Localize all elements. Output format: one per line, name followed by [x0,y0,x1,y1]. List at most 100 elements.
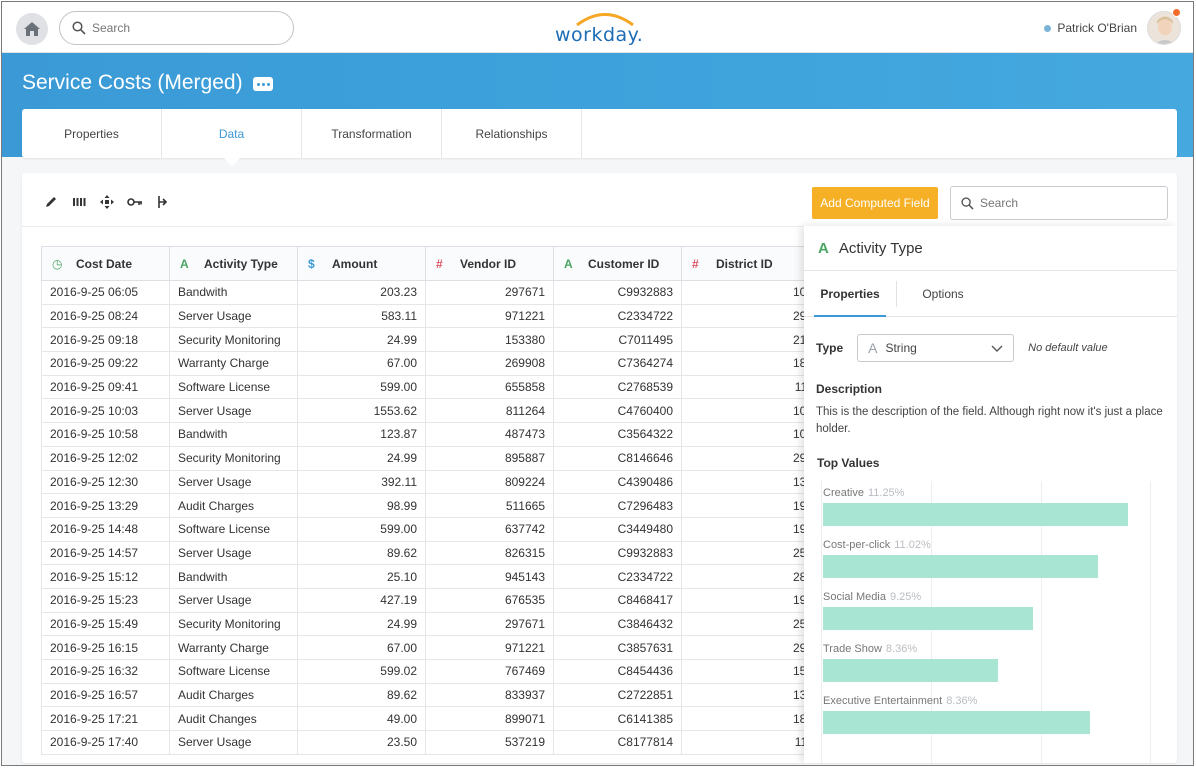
table-cell: 2016-9-25 06:05 [41,280,170,305]
table-cell: Security Monitoring [169,445,298,471]
user-menu[interactable]: Patrick O'Brian [1044,10,1181,46]
table-row[interactable]: 2016-9-25 17:40 Server Usage 23.50 537219 C8… [41,730,811,755]
table-search-input[interactable] [980,196,1150,210]
table-cell: 809224 [425,469,554,495]
tab-data[interactable]: Data [162,109,302,166]
table-cell: 2016-9-25 12:02 [41,445,170,471]
table-search[interactable] [950,186,1168,220]
tab-transformation[interactable]: Transformation [302,109,442,158]
table-cell: C8177814 [553,730,682,755]
logo-text: workday. [555,24,644,46]
edit-pencil-icon[interactable] [42,193,60,211]
column-header-customer-id[interactable]: A Customer ID [553,246,682,281]
table-row[interactable]: 2016-9-25 16:32 Software License 599.02 767… [41,659,811,684]
table-row[interactable]: 2016-9-25 15:23 Server Usage 427.19 676535 C… [41,587,811,613]
bar[interactable] [823,555,1098,578]
dot-icon [256,82,260,86]
column-header-activity-type[interactable]: A Activity Type [169,246,298,281]
data-table-container[interactable]: ◷ Cost Date A Activity Type $ Amount # Vendo… [41,246,811,763]
table-cell: 297671 [425,280,554,305]
bar[interactable] [823,607,1033,630]
table-cell: 135 [681,682,811,708]
table-row[interactable]: 2016-9-25 16:15 Warranty Charge 67.00 97122… [41,635,811,660]
table-row[interactable]: 2016-9-25 12:30 Server Usage 392.11 809224 C… [41,469,811,495]
table-row[interactable]: 2016-9-25 12:02 Security Monitoring 24.99 8… [41,445,811,471]
bar-label: Cost-per-click 11.02% [823,539,1148,551]
table-cell: 98.99 [297,493,426,518]
column-header-cost-date[interactable]: ◷ Cost Date [41,246,170,281]
table-cell: 945143 [425,564,554,589]
table-cell: C8468417 [553,587,682,613]
tab-separator [896,280,897,307]
column-header-district-id[interactable]: # District ID [681,246,811,281]
panel-title: Activity Type [838,239,923,257]
columns-icon[interactable] [70,193,88,211]
description-text: This is the description of the field. Al… [816,406,1163,435]
clock-icon: ◷ [52,256,63,271]
add-computed-field-button[interactable]: Add Computed Field [812,187,938,219]
table-cell: C8454436 [553,659,682,684]
table-cell: 392.11 [297,469,426,495]
top-values-title: Top Values [817,456,880,470]
table-row[interactable]: 2016-9-25 10:58 Bandwith 123.87 487473 C3564… [41,422,811,447]
more-options-button[interactable] [253,77,273,91]
table-cell: 971221 [425,635,554,660]
key-icon[interactable] [126,193,144,211]
table-cell: 104 [681,398,811,424]
table-row[interactable]: 2016-9-25 17:21 Audit Changes 49.00 899071 C… [41,706,811,732]
search-icon [72,21,86,35]
bar[interactable] [823,659,998,682]
dot-icon [266,82,270,86]
table-row[interactable]: 2016-9-25 13:29 Audit Charges 98.99 511665 C… [41,493,811,518]
table-cell: 153 [681,659,811,684]
table-body: 2016-9-25 06:05 Bandwith 203.23 297671 C9932… [41,280,811,755]
bar-value-label: 8.36% [946,695,978,707]
table-cell: Security Monitoring [169,611,298,637]
home-button[interactable] [16,13,48,45]
column-header-amount[interactable]: $ Amount [297,246,426,281]
default-value-text: No default value [1028,342,1108,354]
table-row[interactable]: 2016-9-25 09:41 Software License 599.00 655… [41,374,811,400]
table-cell: Bandwith [169,564,298,589]
table-row[interactable]: 2016-9-25 06:05 Bandwith 203.23 297671 C9932… [41,280,811,305]
panel-tab-options[interactable]: Options [922,286,964,301]
tab-relationships[interactable]: Relationships [442,109,582,158]
table-cell: 192 [681,516,811,542]
bar[interactable] [823,711,1090,734]
branch-icon[interactable] [154,193,172,211]
user-name: Patrick O'Brian [1057,21,1137,35]
table-row[interactable]: 2016-9-25 09:22 Warranty Charge 67.00 26990… [41,351,811,376]
table-row[interactable]: 2016-9-25 15:12 Bandwith 25.10 945143 C23347… [41,564,811,589]
table-row[interactable]: 2016-9-25 10:03 Server Usage 1553.62 811264… [41,398,811,424]
tab-properties[interactable]: Properties [22,109,162,158]
global-search-input[interactable] [92,21,272,35]
status-dot [1044,24,1052,32]
table-row[interactable]: 2016-9-25 16:57 Audit Charges 89.62 833937 C… [41,682,811,708]
table-cell: 655858 [425,374,554,400]
move-arrows-icon[interactable] [98,193,116,211]
table-cell: C7011495 [553,327,682,353]
type-select[interactable]: A String [857,334,1015,362]
table-cell: Server Usage [169,587,298,613]
column-header-vendor-id[interactable]: # Vendor ID [425,246,554,281]
bar-label: Social Media 9.25% [823,591,1148,603]
global-search[interactable] [59,11,294,45]
table-row[interactable]: 2016-9-25 14:48 Software License 599.00 637… [41,516,811,542]
table-cell: 1553.62 [297,398,426,424]
table-row[interactable]: 2016-9-25 15:49 Security Monitoring 24.99 2… [41,611,811,637]
top-values-chart: Creative 11.25% Cost-per-click 11.02% Social… [821,481,1151,763]
table-row[interactable]: 2016-9-25 14:57 Server Usage 89.62 826315 C9… [41,540,811,566]
table-row[interactable]: 2016-9-25 09:18 Security Monitoring 24.99 1… [41,327,811,353]
table-cell: Server Usage [169,730,298,755]
type-select-value: String [885,341,917,355]
bar-item: Cost-per-click 11.02% [823,539,1148,578]
table-cell: C6141385 [553,706,682,732]
table-cell: 2016-9-25 12:30 [41,469,170,495]
panel-tab-properties[interactable]: Properties [804,271,896,317]
workday-logo[interactable]: workday. [555,10,655,50]
chart-gridline [1150,481,1151,763]
table-row[interactable]: 2016-9-25 08:24 Server Usage 583.11 971221 C… [41,303,811,329]
bar[interactable] [823,503,1128,526]
table-cell: 23.50 [297,730,426,755]
table-cell: C8146646 [553,445,682,471]
